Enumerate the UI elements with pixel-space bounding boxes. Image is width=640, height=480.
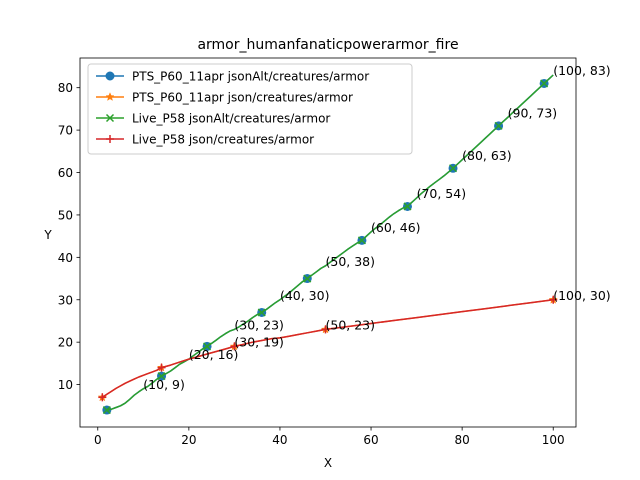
legend-swatch-marker — [105, 71, 115, 81]
data-label: (50, 23) — [325, 317, 375, 332]
series-4-point — [157, 363, 166, 372]
x-tick-label: 100 — [542, 433, 565, 447]
series-3-point — [257, 308, 266, 317]
series-4-point — [230, 342, 239, 351]
legend-box — [87, 63, 413, 155]
legend-label: Live_P58 jsonAlt/creatures/armor — [132, 112, 330, 126]
y-axis-label: Y — [43, 228, 52, 242]
data-label: (10, 9) — [143, 377, 185, 392]
series-line-4 — [101, 299, 554, 398]
data-label: (30, 19) — [234, 334, 284, 349]
x-tick-label: 80 — [454, 433, 469, 447]
legend-entry: PTS_P60_11apr json/creatures/armor — [96, 91, 353, 105]
data-label: (70, 54) — [417, 186, 467, 201]
legend-swatch-marker — [105, 113, 115, 123]
series-4-point — [98, 393, 107, 402]
chart-title: armor_humanfanaticpowerarmor_fire — [197, 37, 458, 53]
series-4-point — [321, 325, 330, 334]
y-tick-label: 50 — [58, 208, 73, 222]
x-axis-label: X — [324, 456, 332, 470]
series-line-3 — [106, 74, 554, 411]
data-label: (20, 16) — [189, 347, 239, 362]
y-tick-label: 60 — [58, 166, 73, 180]
legend-label: PTS_P60_11apr json/creatures/armor — [132, 91, 353, 105]
series-3-point — [203, 342, 212, 351]
legend: PTS_P60_11apr jsonAlt/creatures/armor PTS… — [87, 63, 413, 155]
legend-entry: Live_P58 json/creatures/armor — [96, 133, 314, 147]
y-tick-label: 10 — [58, 378, 73, 392]
plot-area — [97, 74, 558, 415]
legend-label: PTS_P60_11apr jsonAlt/creatures/armor — [132, 70, 369, 84]
axes: 0 20 40 60 80 100 10 20 30 40 50 60 70 80 — [58, 57, 577, 447]
series-3-point — [102, 406, 111, 415]
legend-swatch-marker — [105, 92, 115, 101]
annotations: (10, 9) (20, 16) (30, 23) (30, 19) (40, 30) (… — [143, 63, 610, 392]
y-tick-label: 80 — [58, 81, 73, 95]
x-tick-label: 0 — [94, 433, 102, 447]
data-label: (100, 30) — [553, 288, 610, 303]
series-3-point — [357, 236, 366, 245]
data-label: (90, 73) — [508, 105, 558, 120]
x-tick-label: 20 — [181, 433, 196, 447]
series-3-point — [303, 274, 312, 283]
legend-entry: Live_P58 jsonAlt/creatures/armor — [96, 112, 330, 126]
series-3-point — [540, 79, 549, 88]
legend-label: Live_P58 json/creatures/armor — [132, 133, 314, 147]
data-label: (50, 38) — [325, 254, 375, 269]
axes-frame — [79, 57, 577, 428]
data-label: (100, 83) — [553, 63, 610, 78]
y-tick-label: 40 — [58, 251, 73, 265]
series-3-point — [403, 202, 412, 211]
y-tick-label: 30 — [58, 293, 73, 307]
y-tick-label: 20 — [58, 336, 73, 350]
legend-swatch-marker — [106, 135, 114, 143]
data-label: (30, 23) — [234, 317, 284, 332]
series-3-point — [157, 372, 166, 381]
x-tick-label: 60 — [363, 433, 378, 447]
x-tick-label: 40 — [272, 433, 287, 447]
data-label: (40, 30) — [280, 288, 330, 303]
series-3-point — [448, 164, 458, 173]
legend-entry: PTS_P60_11apr jsonAlt/creatures/armor — [96, 70, 369, 84]
data-label: (60, 46) — [371, 220, 421, 235]
data-label: (80, 63) — [462, 148, 512, 163]
series-4-point — [549, 295, 558, 304]
series-3-point — [494, 121, 503, 130]
y-tick-label: 70 — [58, 124, 73, 138]
